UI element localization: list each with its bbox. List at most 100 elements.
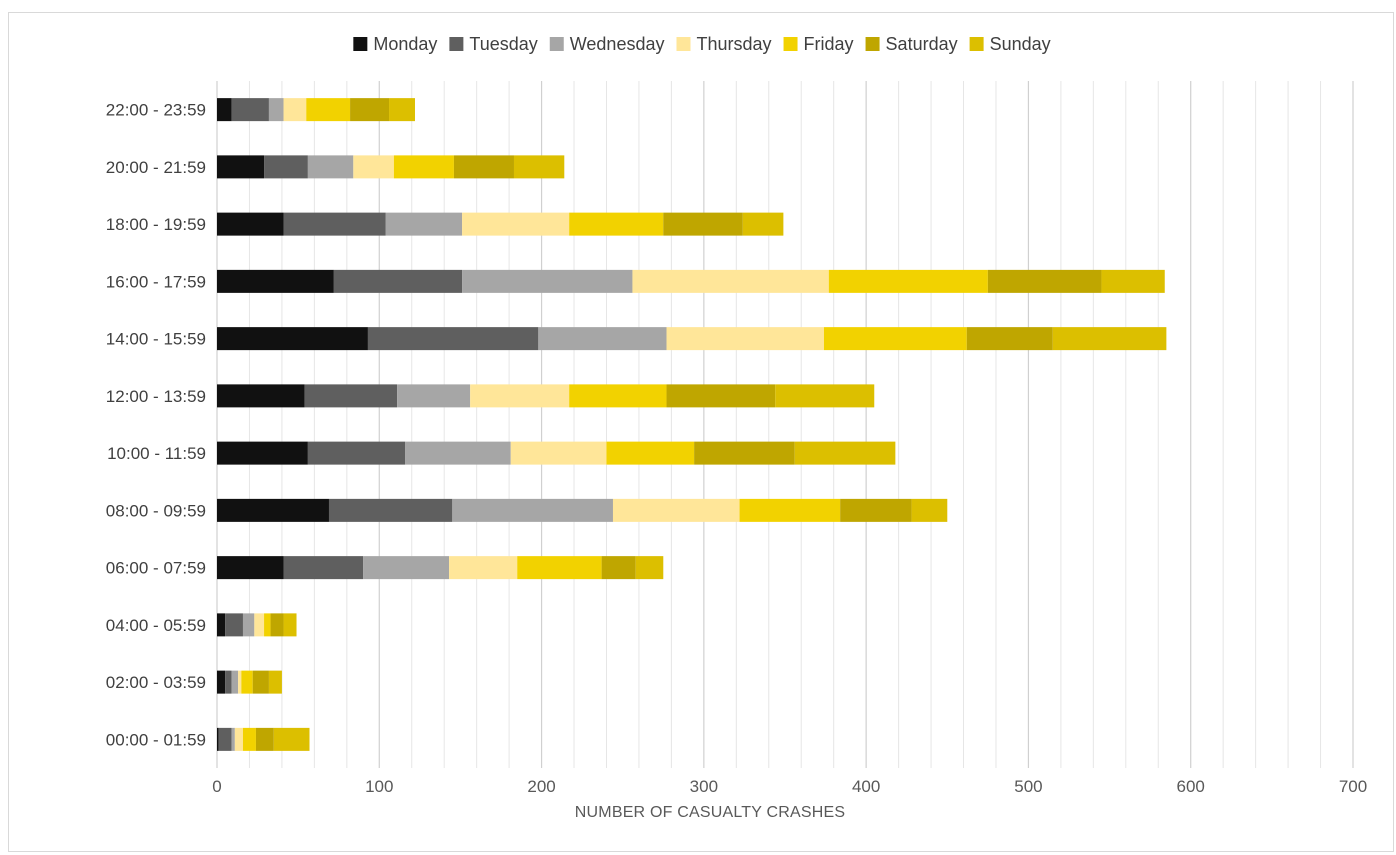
bar-segment-sunday (283, 613, 297, 637)
category-label: 20:00 - 21:59 (106, 158, 206, 177)
bar-segment-thursday (353, 155, 394, 179)
bar-segment-monday (217, 212, 284, 236)
chart-frame: Monday Tuesday Wednesday Thursday Friday Satu… (8, 12, 1394, 852)
legend-swatch-thursday (676, 37, 691, 51)
bar-segment-sunday (389, 98, 415, 122)
legend-label-wednesday: Wednesday (570, 34, 665, 54)
bar-segment-saturday (453, 155, 514, 179)
bar-segment-tuesday (283, 212, 386, 236)
bar-segment-saturday (252, 670, 269, 694)
legend-swatch-tuesday (449, 37, 464, 51)
bar-segment-tuesday (283, 556, 364, 580)
bar-segment-saturday (270, 613, 284, 637)
x-tick-label: 600 (1177, 777, 1205, 796)
bar-segment-wednesday (405, 441, 511, 465)
bar-segment-monday (217, 556, 284, 580)
bar-segment-tuesday (328, 498, 453, 522)
bar-segment-monday (217, 670, 226, 694)
bar-segment-thursday (238, 670, 242, 694)
legend-label-saturday: Saturday (886, 34, 958, 54)
bar-segment-saturday (966, 327, 1053, 351)
bar-segment-sunday (911, 498, 948, 522)
bar-segment-thursday (510, 441, 607, 465)
gridlines (216, 81, 1354, 768)
x-tick-label: 500 (1014, 777, 1042, 796)
category-axis-labels: 00:00 - 01:59 02:00 - 03:59 04:00 - 05:59 0… (106, 101, 206, 750)
bar-segment-monday (217, 98, 232, 122)
bar-segment-sunday (513, 155, 565, 179)
bar-segment-saturday (694, 441, 795, 465)
bar-segment-wednesday (231, 670, 239, 694)
bar-segment-tuesday (225, 670, 232, 694)
bar-segment-sunday (794, 441, 896, 465)
bar-segment-thursday (234, 727, 243, 751)
legend-label-thursday: Thursday (696, 34, 771, 54)
category-label: 10:00 - 11:59 (107, 444, 206, 463)
bar-segment-tuesday (264, 155, 308, 179)
bar-segment-thursday (283, 98, 307, 122)
x-tick-label: 0 (212, 777, 221, 796)
bar-segment-tuesday (304, 384, 398, 408)
bar-segment-monday (217, 327, 368, 351)
legend-label-monday: Monday (373, 34, 437, 54)
category-label: 04:00 - 05:59 (106, 616, 206, 635)
bar-segment-monday (217, 155, 265, 179)
category-label: 02:00 - 03:59 (106, 673, 206, 692)
bar-segment-monday (217, 727, 219, 751)
bar-segment-thursday (449, 556, 518, 580)
bar-segment-wednesday (462, 269, 633, 293)
bar-segment-sunday (273, 727, 310, 751)
bar-segment-tuesday (231, 98, 269, 122)
bar-segment-friday (517, 556, 602, 580)
bar-segment-thursday (632, 269, 829, 293)
bar-segment-tuesday (218, 727, 232, 751)
bar-segment-friday (241, 670, 253, 694)
bar-segment-sunday (268, 670, 282, 694)
bar-segment-friday (569, 212, 664, 236)
bar-segment-sunday (635, 556, 664, 580)
bar-segment-monday (217, 441, 308, 465)
x-tick-label: 300 (690, 777, 718, 796)
bar-segment-wednesday (268, 98, 284, 122)
bar-segment-monday (217, 613, 226, 637)
legend-swatch-friday (783, 37, 798, 51)
bar-segment-friday (264, 613, 271, 637)
bar-segment-saturday (255, 727, 274, 751)
category-label: 00:00 - 01:59 (106, 730, 206, 749)
bar-segment-sunday (1101, 269, 1165, 293)
bar-segment-wednesday (231, 727, 235, 751)
category-label: 06:00 - 07:59 (106, 559, 206, 578)
bar-segment-thursday (470, 384, 570, 408)
bar-segment-sunday (1052, 327, 1167, 351)
bar-segment-friday (393, 155, 454, 179)
category-label: 12:00 - 13:59 (106, 387, 206, 406)
x-tick-label: 700 (1339, 777, 1367, 796)
bar-segment-saturday (663, 212, 743, 236)
legend-swatch-monday (353, 37, 368, 51)
bar-segment-monday (217, 498, 329, 522)
bar-segment-wednesday (242, 613, 255, 637)
category-label: 14:00 - 15:59 (106, 330, 206, 349)
bar-segment-tuesday (307, 441, 406, 465)
legend-swatch-saturday (865, 37, 880, 51)
bars (217, 98, 1167, 751)
bar-segment-friday (739, 498, 841, 522)
bar-segment-thursday (254, 613, 265, 637)
bar-segment-wednesday (397, 384, 471, 408)
bar-segment-friday (242, 727, 256, 751)
x-tick-label: 100 (365, 777, 393, 796)
bar-segment-wednesday (385, 212, 463, 236)
legend-swatch-sunday (969, 37, 984, 51)
value-axis-labels: 0 100 200 300 400 500 600 700 (212, 777, 1367, 796)
bar-segment-tuesday (333, 269, 463, 293)
bar-segment-friday (823, 327, 967, 351)
bar-segment-wednesday (452, 498, 613, 522)
bar-segment-saturday (350, 98, 390, 122)
bar-segment-wednesday (538, 327, 667, 351)
bar-segment-tuesday (367, 327, 539, 351)
bar-segment-saturday (601, 556, 636, 580)
bar-segment-monday (217, 384, 305, 408)
legend: Monday Tuesday Wednesday Thursday Friday Satu… (353, 34, 1051, 54)
bar-segment-monday (217, 269, 334, 293)
x-tick-label: 200 (527, 777, 555, 796)
